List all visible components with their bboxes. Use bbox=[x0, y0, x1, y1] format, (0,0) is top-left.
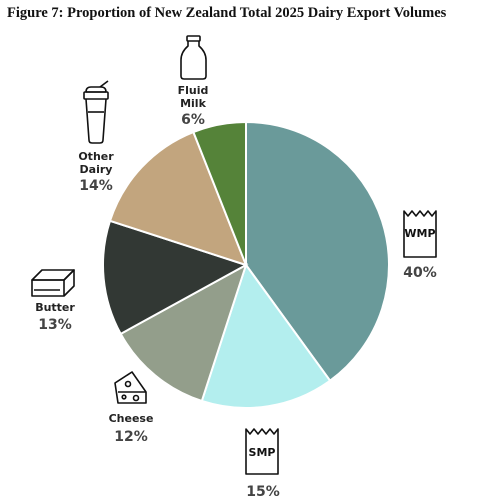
cheese-icon bbox=[114, 371, 147, 404]
label-other-dairy-line2: Dairy bbox=[80, 163, 113, 176]
bag-icon bbox=[245, 428, 279, 475]
pie-slice-other-dairy bbox=[108, 130, 248, 267]
label-fluid-milk-line1: Fluid bbox=[178, 84, 209, 97]
bag-label-wmp: WMP bbox=[404, 227, 435, 240]
butter-icon bbox=[31, 269, 75, 297]
label-butter-pct: 13% bbox=[38, 317, 72, 333]
label-fluid-milk-line2: Milk bbox=[180, 97, 206, 110]
milk-bottle-icon bbox=[180, 35, 207, 80]
label-cheese: Cheese bbox=[109, 412, 154, 425]
pie-slices bbox=[102, 120, 390, 409]
bag-icon bbox=[403, 210, 437, 258]
shaker-icon bbox=[83, 80, 109, 144]
label-wmp-pct: 40% bbox=[403, 265, 437, 281]
bag-label-smp: SMP bbox=[249, 446, 276, 459]
pie-slice-wmp bbox=[245, 120, 390, 383]
label-butter: Butter bbox=[35, 301, 75, 314]
pie-slice-fluid-milk bbox=[192, 120, 247, 266]
pie-slice-cheese bbox=[119, 262, 248, 403]
pie-slice-butter bbox=[102, 219, 249, 336]
pie-slice-smp bbox=[200, 262, 332, 409]
label-fluid-milk-pct: 6% bbox=[181, 112, 205, 128]
label-other-dairy-line1: Other bbox=[78, 150, 114, 163]
label-cheese-pct: 12% bbox=[114, 429, 148, 445]
label-other-dairy-pct: 14% bbox=[79, 178, 113, 194]
label-smp-pct: 15% bbox=[246, 484, 280, 500]
chart-title: Figure 7: Proportion of New Zealand Tota… bbox=[7, 5, 447, 21]
